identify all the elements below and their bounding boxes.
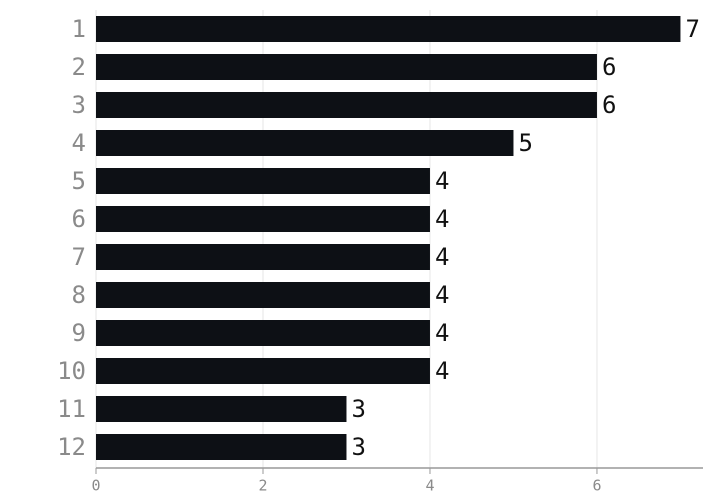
y-tick-label: 9: [72, 319, 86, 347]
y-tick-label: 1: [72, 15, 86, 43]
y-tick-label: 3: [72, 91, 86, 119]
y-tick-label: 6: [72, 205, 86, 233]
y-tick-label: 8: [72, 281, 86, 309]
bar: [96, 54, 597, 80]
bar: [96, 206, 430, 232]
x-tick-label: 0: [91, 477, 100, 495]
value-label: 6: [602, 53, 616, 81]
x-tick-label: 2: [258, 477, 267, 495]
y-tick-label: 7: [72, 243, 86, 271]
y-tick-label: 5: [72, 167, 86, 195]
y-tick-label: 12: [57, 433, 86, 461]
x-tick-label: 6: [592, 477, 601, 495]
bar: [96, 282, 430, 308]
y-tick-label: 10: [57, 357, 86, 385]
value-label: 3: [351, 395, 365, 423]
value-label: 4: [435, 205, 449, 233]
y-tick-label: 11: [57, 395, 86, 423]
value-label: 4: [435, 357, 449, 385]
bar: [96, 396, 347, 422]
value-label: 3: [351, 433, 365, 461]
bar: [96, 168, 430, 194]
value-label: 6: [602, 91, 616, 119]
value-label: 5: [518, 129, 532, 157]
bar: [96, 130, 514, 156]
value-label: 4: [435, 319, 449, 347]
value-label: 7: [685, 15, 699, 43]
y-tick-label: 2: [72, 53, 86, 81]
bar: [96, 320, 430, 346]
value-label: 4: [435, 243, 449, 271]
bar: [96, 92, 597, 118]
bar: [96, 16, 681, 42]
bar: [96, 244, 430, 270]
y-tick-label: 4: [72, 129, 86, 157]
x-tick-label: 4: [425, 477, 434, 495]
value-label: 4: [435, 167, 449, 195]
bar: [96, 434, 347, 460]
value-label: 4: [435, 281, 449, 309]
bar: [96, 358, 430, 384]
